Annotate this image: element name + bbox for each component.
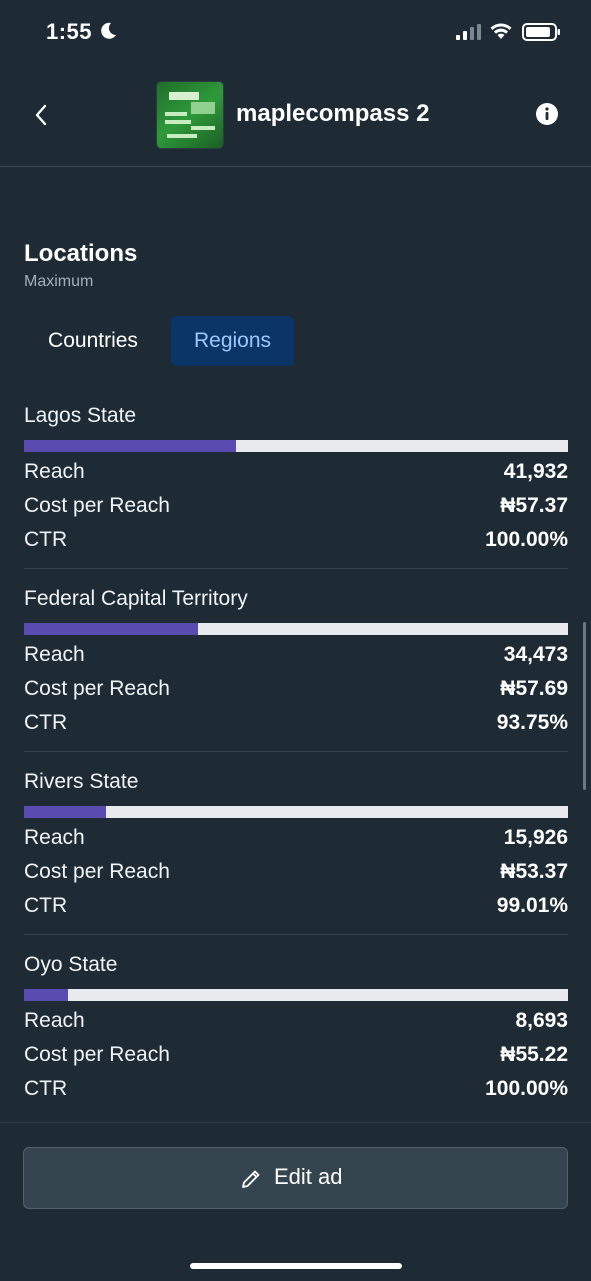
section-title: Locations (24, 240, 137, 268)
divider (24, 568, 568, 569)
reach-row: Reach 34,473 (24, 643, 568, 671)
info-icon[interactable] (535, 102, 559, 126)
reach-bar-fill (24, 806, 106, 818)
ctr-value: 100.00% (485, 1077, 568, 1101)
divider (24, 751, 568, 752)
ad-title: maplecompass 2 (236, 100, 429, 128)
wifi-icon (489, 21, 513, 41)
moon-icon (98, 21, 118, 41)
cost-row: Cost per Reach ₦57.69 (24, 677, 568, 705)
reach-label: Reach (24, 1009, 85, 1033)
ctr-value: 99.01% (497, 894, 568, 918)
cost-row: Cost per Reach ₦53.37 (24, 860, 568, 888)
region-name: Federal Capital Territory (24, 587, 248, 611)
header: maplecompass 2 (0, 66, 591, 167)
reach-label: Reach (24, 460, 85, 484)
status-time: 1:55 (46, 19, 92, 45)
pencil-icon (239, 1167, 263, 1191)
ctr-value: 100.00% (485, 528, 568, 552)
reach-row: Reach 41,932 (24, 460, 568, 488)
cost-label: Cost per Reach (24, 494, 170, 518)
reach-bar-fill (24, 989, 68, 1001)
reach-value: 41,932 (504, 460, 568, 484)
reach-bar-fill (24, 440, 236, 452)
ctr-row: CTR 100.00% (24, 1077, 568, 1105)
ctr-row: CTR 93.75% (24, 711, 568, 739)
reach-row: Reach 8,693 (24, 1009, 568, 1037)
region-name: Oyo State (24, 953, 117, 977)
reach-label: Reach (24, 643, 85, 667)
ctr-label: CTR (24, 711, 67, 735)
reach-value: 8,693 (515, 1009, 568, 1033)
scrollbar[interactable] (583, 622, 586, 790)
ad-thumbnail (156, 81, 224, 149)
reach-bar (24, 806, 568, 818)
divider (24, 934, 568, 935)
back-arrow-icon[interactable] (28, 100, 54, 130)
region-name: Rivers State (24, 770, 138, 794)
reach-bar (24, 440, 568, 452)
ctr-label: CTR (24, 894, 67, 918)
cost-value: ₦55.22 (500, 1043, 568, 1067)
cost-label: Cost per Reach (24, 677, 170, 701)
cost-row: Cost per Reach ₦55.22 (24, 1043, 568, 1071)
ctr-label: CTR (24, 528, 67, 552)
reach-bar (24, 623, 568, 635)
footer: Edit ad (0, 1122, 591, 1281)
tab-countries[interactable]: Countries (24, 316, 162, 366)
cost-value: ₦53.37 (500, 860, 568, 884)
region-name: Lagos State (24, 404, 136, 428)
section-subtitle: Maximum (24, 273, 93, 291)
tab-regions[interactable]: Regions (171, 316, 294, 366)
cost-row: Cost per Reach ₦57.37 (24, 494, 568, 522)
cost-value: ₦57.69 (500, 677, 568, 701)
reach-label: Reach (24, 826, 85, 850)
ctr-label: CTR (24, 1077, 67, 1101)
ctr-row: CTR 100.00% (24, 528, 568, 556)
ctr-row: CTR 99.01% (24, 894, 568, 922)
reach-row: Reach 15,926 (24, 826, 568, 854)
cost-label: Cost per Reach (24, 860, 170, 884)
signal-icon (456, 24, 482, 40)
cost-value: ₦57.37 (500, 494, 568, 518)
edit-ad-button[interactable]: Edit ad (23, 1147, 568, 1209)
reach-bar (24, 989, 568, 1001)
reach-value: 15,926 (504, 826, 568, 850)
ctr-value: 93.75% (497, 711, 568, 735)
home-indicator (190, 1263, 402, 1269)
cost-label: Cost per Reach (24, 1043, 170, 1067)
edit-ad-label: Edit ad (274, 1164, 343, 1190)
status-bar: 1:55 (0, 0, 591, 66)
reach-value: 34,473 (504, 643, 568, 667)
reach-bar-fill (24, 623, 198, 635)
battery-icon (522, 22, 562, 42)
